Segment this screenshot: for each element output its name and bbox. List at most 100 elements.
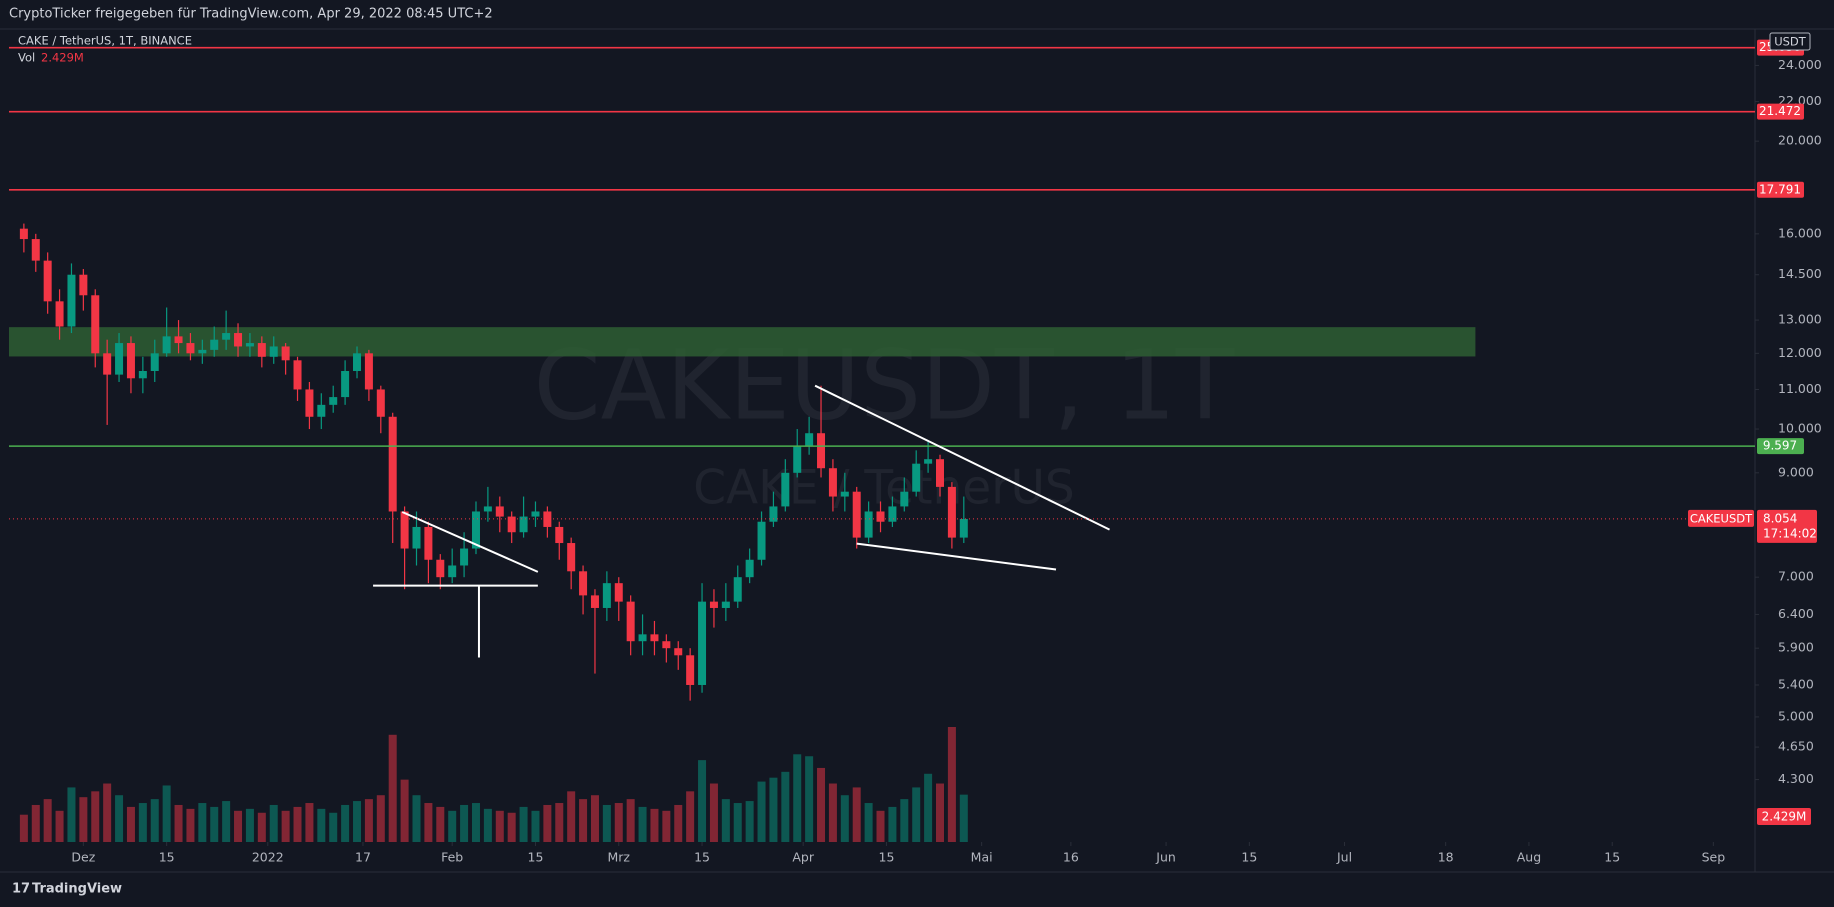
- candle-body: [638, 634, 647, 642]
- volume-bar: [329, 812, 338, 842]
- candle-body: [781, 472, 790, 507]
- volume-bar: [234, 810, 243, 842]
- volume-bar: [745, 801, 754, 842]
- candle-body: [388, 416, 397, 512]
- level-label-box: [1757, 438, 1804, 455]
- candle-body: [709, 601, 718, 608]
- volume-bar: [388, 734, 397, 842]
- x-tick-label: Mrz: [608, 850, 631, 865]
- volume-bar: [828, 783, 837, 842]
- volume-bar: [543, 804, 552, 842]
- volume-bar: [424, 803, 433, 842]
- volume-bar: [507, 812, 516, 842]
- candle-body: [257, 343, 266, 357]
- volume-bar: [198, 803, 207, 842]
- candle-body: [519, 516, 528, 533]
- candle-body: [602, 583, 611, 608]
- candle-body: [876, 511, 885, 522]
- candle-body: [364, 353, 373, 390]
- volume-bar: [471, 803, 480, 842]
- volume-bar: [876, 810, 885, 842]
- x-tick-label: Feb: [441, 850, 463, 865]
- volume-bar: [67, 787, 76, 842]
- candle-body: [222, 333, 231, 340]
- volume-bar: [721, 799, 730, 842]
- candle-body: [805, 433, 814, 447]
- symbol-legend: CAKE / TetherUS, 1T, BINANCE: [18, 34, 192, 48]
- x-tick-label: 15: [694, 850, 710, 865]
- candle-body: [269, 346, 278, 357]
- candle-body: [115, 343, 124, 375]
- candle-body: [579, 571, 588, 596]
- candle-body: [281, 346, 290, 361]
- candle-body: [828, 468, 837, 497]
- level-label: 9.597: [1763, 439, 1797, 453]
- volume-bar: [400, 779, 409, 842]
- x-tick-label: Dez: [71, 850, 95, 865]
- x-tick-label: 15: [159, 850, 175, 865]
- volume-bar: [305, 803, 314, 842]
- candle-body: [674, 648, 683, 656]
- candle-body: [436, 559, 445, 578]
- candle-body: [353, 353, 362, 371]
- x-tick-label: Aug: [1517, 850, 1541, 865]
- candle-body: [305, 389, 314, 417]
- y-tick-label: 20.000: [1778, 133, 1822, 148]
- x-tick-label: Mai: [971, 850, 993, 865]
- y-tick-label: 7.000: [1778, 569, 1814, 584]
- candle-body: [959, 518, 968, 538]
- candle-body: [733, 577, 742, 602]
- y-tick-label: 14.500: [1778, 266, 1822, 281]
- volume-bar: [412, 795, 421, 842]
- candle-body: [852, 491, 861, 538]
- trend-line: [856, 542, 1057, 571]
- x-tick-label: 15: [528, 850, 544, 865]
- x-tick-label: Jul: [1336, 850, 1352, 865]
- volume-bar: [138, 803, 147, 842]
- volume-bar: [555, 803, 564, 842]
- candle-body: [55, 301, 64, 327]
- volume-bar: [900, 799, 909, 842]
- volume-bar: [567, 791, 576, 842]
- volume-bar: [864, 803, 873, 842]
- volume-bar: [614, 803, 623, 842]
- candle-body: [79, 274, 88, 296]
- candle-body: [650, 634, 659, 642]
- volume-bar: [126, 806, 135, 842]
- y-tick-label: 6.400: [1778, 606, 1814, 621]
- volume-bar: [531, 810, 540, 842]
- volume-bar: [222, 801, 231, 842]
- candle-body: [67, 274, 76, 327]
- x-tick-label: 15: [1241, 850, 1257, 865]
- volume-label-box: [1757, 808, 1811, 825]
- volume-bar: [436, 806, 445, 842]
- x-tick-label: 15: [1604, 850, 1620, 865]
- volume-bar: [781, 771, 790, 842]
- candle-body: [103, 353, 112, 375]
- candle-body: [234, 333, 243, 347]
- candle-body: [507, 516, 516, 533]
- volume-bar: [55, 810, 64, 842]
- volume-bar: [186, 808, 195, 842]
- currency-box: [1769, 32, 1811, 51]
- candle-body: [912, 463, 921, 492]
- y-tick-label: 12.000: [1778, 345, 1822, 360]
- level-label-box: [1757, 181, 1804, 198]
- candle-body: [590, 595, 599, 608]
- volume-legend-value: 2.429M: [41, 51, 84, 65]
- y-tick-label: 13.000: [1778, 312, 1822, 327]
- candle-body: [531, 511, 540, 517]
- volume-bar: [245, 808, 254, 842]
- volume-bar: [91, 791, 100, 842]
- volume-bar: [79, 797, 88, 842]
- volume-bar: [293, 806, 302, 842]
- candle-body: [567, 543, 576, 572]
- volume-bar: [31, 804, 40, 842]
- candle-body: [91, 295, 100, 354]
- candle-body: [198, 349, 207, 354]
- volume-bar: [590, 795, 599, 842]
- candle-body: [543, 511, 552, 527]
- volume-bar: [626, 799, 635, 842]
- volume-bar: [103, 783, 112, 842]
